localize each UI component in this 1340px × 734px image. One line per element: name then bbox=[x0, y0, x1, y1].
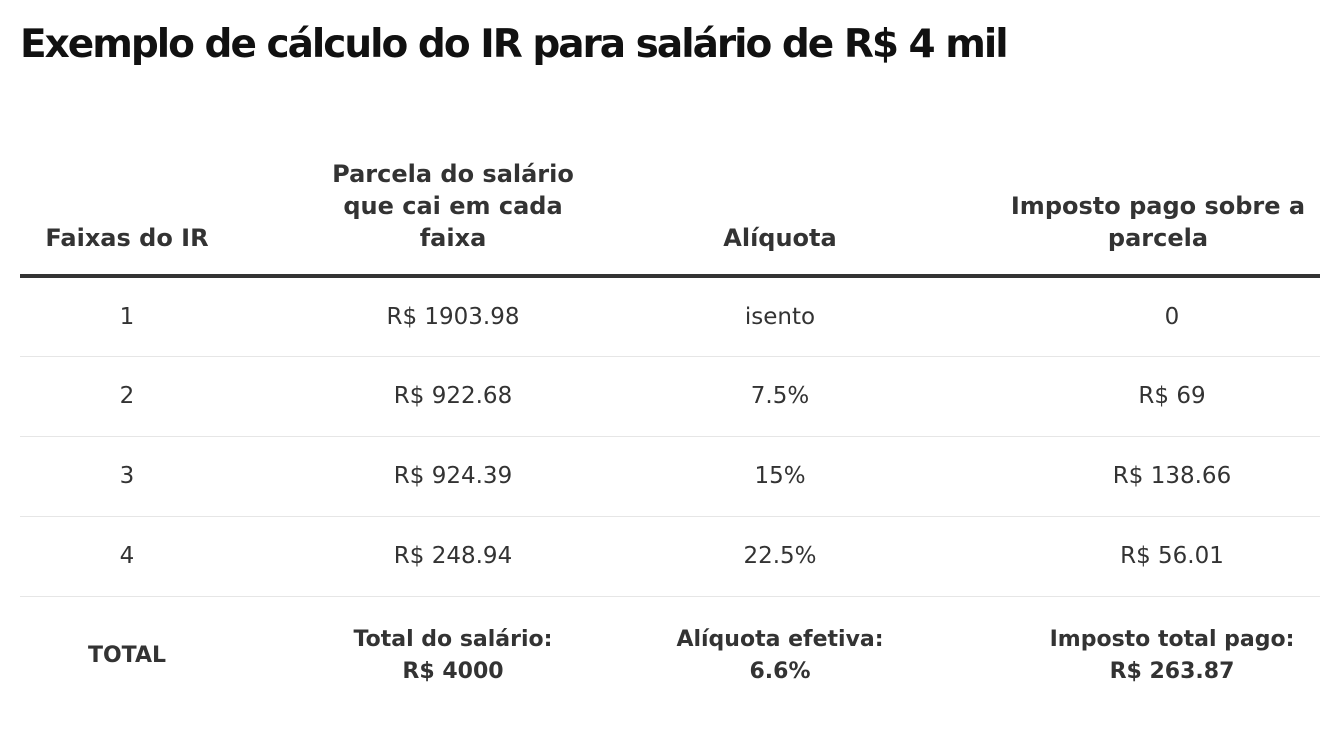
cell-parcela: R$ 1903.98 bbox=[234, 276, 672, 357]
total-salary: Total do salário: R$ 4000 bbox=[234, 596, 672, 716]
total-tax: Imposto total pago: R$ 263.87 bbox=[956, 596, 1320, 716]
total-tax-value: R$ 263.87 bbox=[1109, 659, 1235, 685]
header-faixas[interactable]: Faixas do IR bbox=[20, 130, 234, 278]
cell-faixa: 3 bbox=[20, 436, 234, 517]
cell-imposto: 0 bbox=[956, 276, 1320, 357]
table-row: 1 R$ 1903.98 isento 0 bbox=[20, 276, 1320, 357]
cell-imposto: R$ 138.66 bbox=[956, 436, 1320, 517]
table-row: 2 R$ 922.68 7.5% R$ 69 bbox=[20, 356, 1320, 437]
cell-imposto: R$ 69 bbox=[956, 356, 1320, 437]
page-title: Exemplo de cálculo do IR para salário de… bbox=[20, 22, 1009, 67]
cell-aliquota: 22.5% bbox=[672, 516, 956, 597]
cell-parcela: R$ 924.39 bbox=[234, 436, 672, 517]
cell-aliquota: 15% bbox=[672, 436, 956, 517]
cell-aliquota: isento bbox=[672, 276, 956, 357]
total-salary-value: R$ 4000 bbox=[402, 659, 504, 685]
table-row: 4 R$ 248.94 22.5% R$ 56.01 bbox=[20, 516, 1320, 597]
cell-imposto: R$ 56.01 bbox=[956, 516, 1320, 597]
cell-faixa: 2 bbox=[20, 356, 234, 437]
total-rate-value: 6.6% bbox=[749, 659, 811, 685]
total-tax-label: Imposto total pago: bbox=[1049, 627, 1295, 653]
header-row: Faixas do IR Parcela do salário que cai … bbox=[20, 130, 1320, 278]
header-parcela[interactable]: Parcela do salário que cai em cada faixa bbox=[234, 130, 672, 278]
cell-faixa: 1 bbox=[20, 276, 234, 357]
cell-faixa: 4 bbox=[20, 516, 234, 597]
total-label: TOTAL bbox=[87, 643, 167, 669]
total-rate: Alíquota efetiva: 6.6% bbox=[672, 596, 956, 716]
cell-parcela: R$ 922.68 bbox=[234, 356, 672, 437]
header-imposto[interactable]: Imposto pago sobre a parcela bbox=[956, 130, 1320, 278]
cell-aliquota: 7.5% bbox=[672, 356, 956, 437]
ir-table: Faixas do IR Parcela do salário que cai … bbox=[20, 130, 1320, 716]
total-row: TOTAL Total do salário: R$ 4000 Alíquota… bbox=[20, 596, 1320, 716]
total-salary-label: Total do salário: bbox=[353, 627, 553, 653]
header-aliquota[interactable]: Alíquota bbox=[672, 130, 956, 278]
table-row: 3 R$ 924.39 15% R$ 138.66 bbox=[20, 436, 1320, 517]
cell-parcela: R$ 248.94 bbox=[234, 516, 672, 597]
total-rate-label: Alíquota efetiva: bbox=[676, 627, 884, 653]
